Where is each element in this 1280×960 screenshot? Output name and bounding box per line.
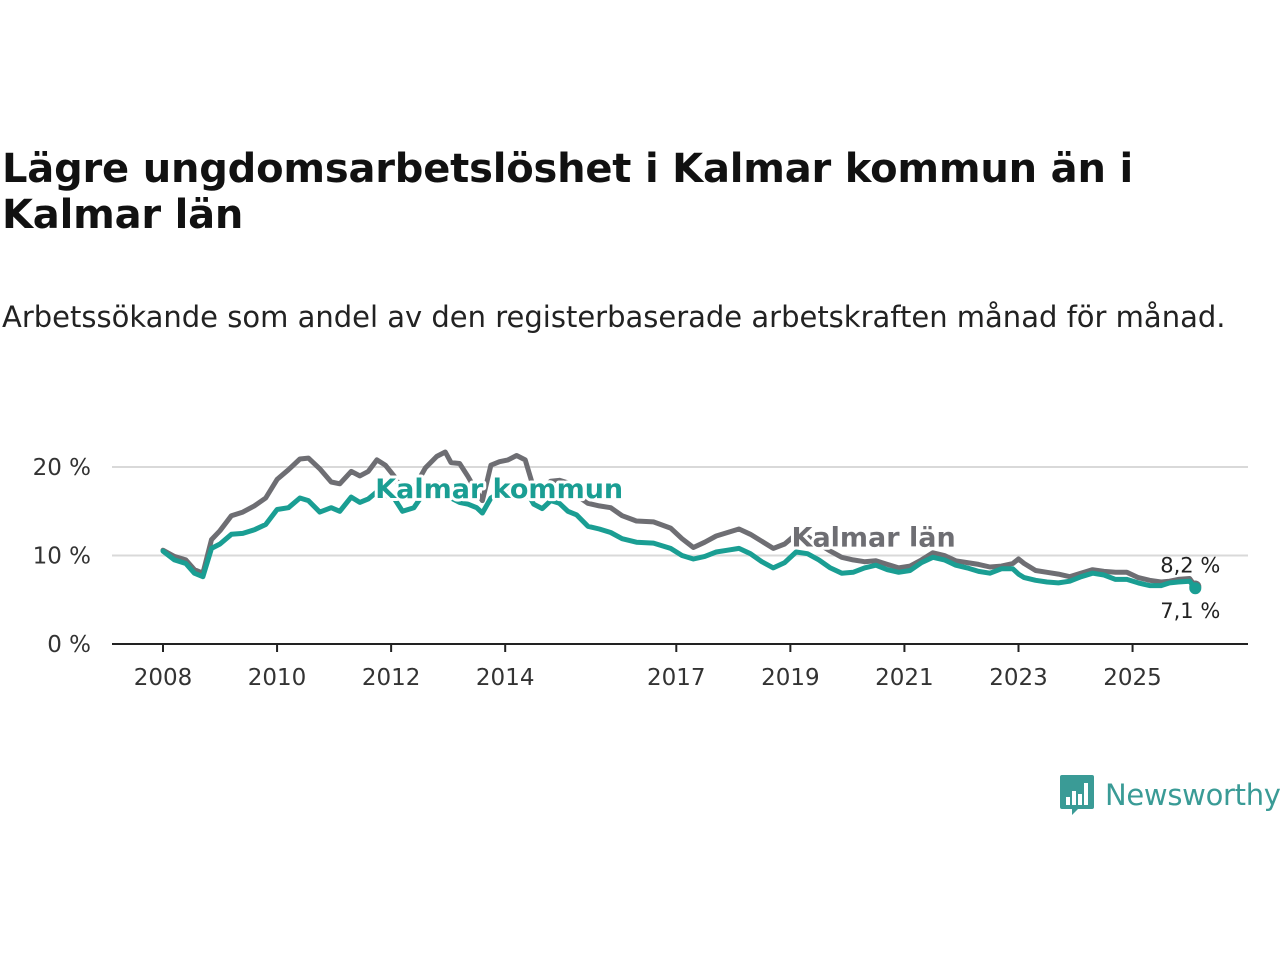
x-tick-label: 2023 <box>989 665 1048 691</box>
series-annotation-label: Kalmar kommun <box>375 474 623 505</box>
series-line-kalmar-län <box>160 449 1198 589</box>
chart-title: Lägre ungdomsarbetslöshet i Kalmar kommu… <box>2 146 1133 238</box>
series-lines <box>160 449 1202 595</box>
chart-subtitle: Arbetssökande som andel av den registerb… <box>2 300 1226 334</box>
series-end-dot <box>1189 582 1202 595</box>
series-labels: 8,2 % 7,1 % Kalmar kommun Kalmar län <box>372 471 1220 623</box>
end-value-label: 7,1 % <box>1160 599 1220 623</box>
series-line-kalmar-kommun <box>160 480 1198 591</box>
newsworthy-logo: Newsworthy <box>1059 773 1280 817</box>
x-tick-label: 2012 <box>362 665 421 691</box>
x-tick-label: 2025 <box>1103 665 1162 691</box>
end-value-label: 8,2 % <box>1160 553 1220 577</box>
newsworthy-bar-chart-icon <box>1060 775 1094 815</box>
y-tick-label: 20 % <box>33 455 91 481</box>
x-tick-label: 2008 <box>134 665 193 691</box>
y-tick-label: 0 % <box>47 632 91 658</box>
y-tick-label: 10 % <box>33 544 91 570</box>
x-tick-label: 2019 <box>761 665 820 691</box>
x-tick-label: 2014 <box>476 665 535 691</box>
gridlines <box>112 466 1248 557</box>
x-tick-label: 2021 <box>875 665 934 691</box>
series-annotation-label: Kalmar län <box>792 523 956 554</box>
brand-name: Newsworthy <box>1105 778 1280 812</box>
x-tick-label: 2010 <box>248 665 307 691</box>
y-axis-ticks: 0 % 10 % 20 % <box>33 455 91 658</box>
x-axis: 2008 2010 2012 2014 2017 2019 2021 2023 2025 <box>112 643 1248 691</box>
x-tick-label: 2017 <box>647 665 706 691</box>
